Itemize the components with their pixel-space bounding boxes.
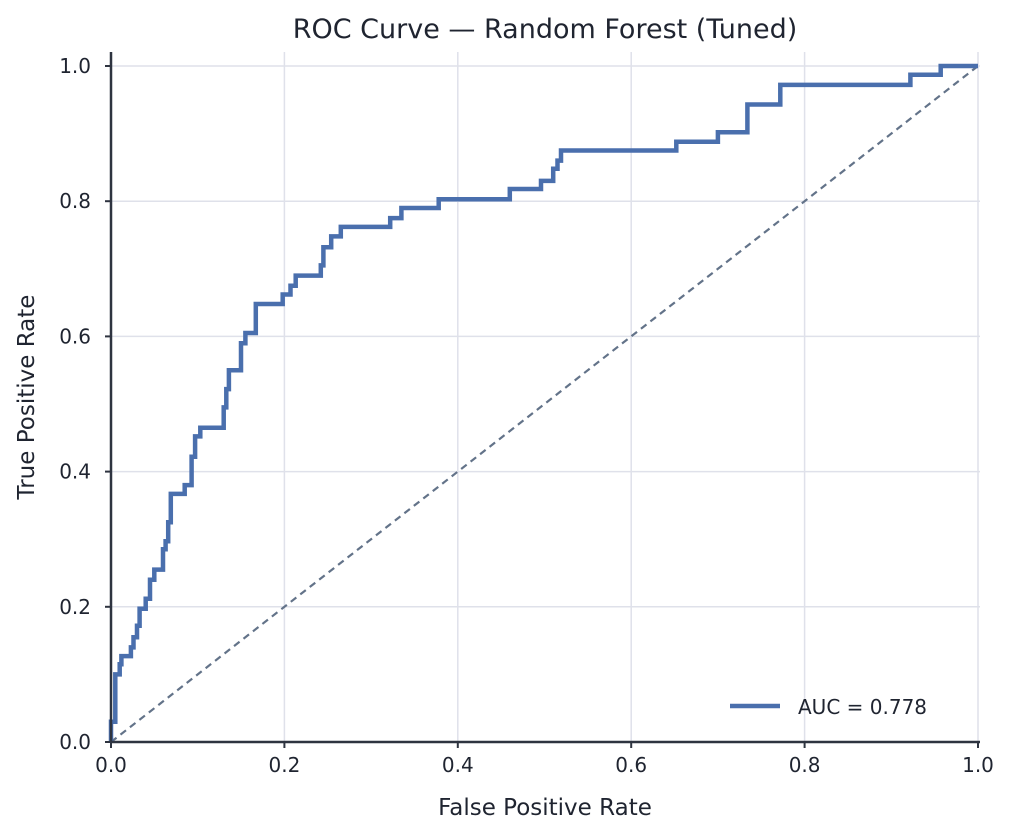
grid (111, 52, 980, 742)
axis-ticks: 0.0 0.2 0.4 0.6 0.8 1.0 0.0 0.2 0.4 0.6 0.8 1.0 (59, 54, 994, 777)
y-tick-label: 0.8 (59, 189, 91, 213)
chart-title: ROC Curve — Random Forest (Tuned) (293, 14, 798, 45)
x-tick-label: 0.8 (789, 753, 821, 777)
x-tick-label: 0.6 (615, 753, 647, 777)
y-tick-label: 1.0 (59, 54, 91, 78)
legend: AUC = 0.778 (730, 695, 927, 719)
y-tick-label: 0.6 (59, 324, 91, 348)
roc-curve-line (108, 63, 978, 742)
y-axis-label: True Positive Rate (14, 295, 40, 501)
x-tick-label: 0.2 (268, 753, 300, 777)
legend-label-roc: AUC = 0.778 (798, 695, 927, 719)
y-tick-label: 0.0 (59, 730, 91, 754)
x-tick-label: 0.0 (95, 753, 127, 777)
x-axis-label: False Positive Rate (438, 795, 652, 821)
y-tick-label: 0.2 (59, 595, 91, 619)
chance-diagonal-line (110, 65, 979, 743)
x-tick-label: 0.4 (442, 753, 474, 777)
y-tick-label: 0.4 (59, 460, 91, 484)
x-tick-label: 1.0 (962, 753, 994, 777)
